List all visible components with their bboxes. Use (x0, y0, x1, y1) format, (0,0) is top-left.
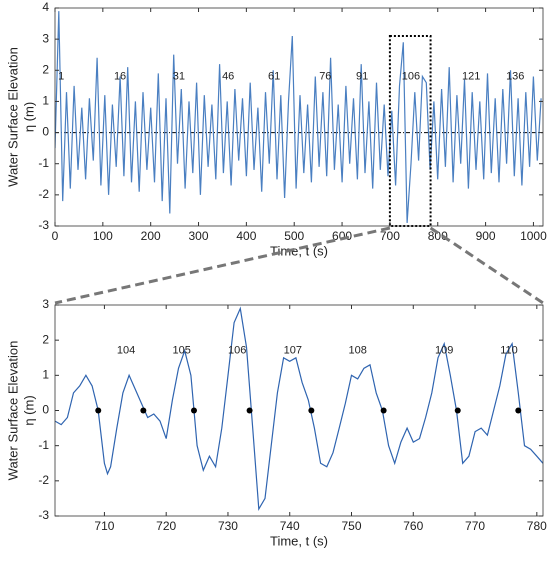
wave-number: 106 (402, 70, 420, 82)
x-tick-label: 710 (94, 519, 114, 533)
y-tick-label: -1 (38, 438, 49, 452)
crossing-point (380, 407, 387, 414)
crossing-point (308, 407, 315, 414)
wave-number: 46 (222, 70, 234, 82)
wave-number: 105 (172, 345, 190, 357)
wave-number: 106 (228, 345, 246, 357)
zoom-connector (429, 226, 544, 305)
wave-number: 31 (173, 70, 185, 82)
wave-number: 110 (500, 345, 518, 357)
x-tick-label: 730 (218, 519, 238, 533)
x-tick-label: 0 (52, 229, 59, 243)
y-tick-label: 0 (42, 125, 49, 139)
y-tick-label: 3 (42, 31, 49, 45)
crossing-point (140, 407, 147, 414)
crossing-point (246, 407, 253, 414)
y-tick-label: 2 (42, 332, 49, 346)
data-line (55, 306, 543, 511)
zoom-box (388, 35, 432, 228)
y-tick-label: 1 (42, 94, 49, 108)
wave-number: 109 (435, 345, 453, 357)
x-tick-label: 900 (476, 229, 496, 243)
y-axis-label: η (m) (21, 395, 36, 425)
x-tick-label: 1000 (520, 229, 547, 243)
y-tick-label: 3 (42, 297, 49, 311)
wave-number: 104 (117, 345, 135, 357)
x-tick-label: 780 (527, 519, 547, 533)
wave-number: 108 (349, 345, 367, 357)
x-tick-label: 760 (403, 519, 423, 533)
wave-number: 61 (268, 70, 280, 82)
zoom-connector (54, 226, 391, 305)
x-tick-label: 200 (141, 229, 161, 243)
y-tick-label: -2 (38, 473, 49, 487)
wave-number: 91 (356, 70, 368, 82)
x-tick-label: 500 (284, 229, 304, 243)
y-axis-label: Water Surface Elevation (5, 47, 20, 187)
y-tick-label: 2 (42, 62, 49, 76)
x-tick-label: 750 (341, 519, 361, 533)
x-tick-label: 720 (156, 519, 176, 533)
crossing-point (454, 407, 461, 414)
x-tick-label: 400 (236, 229, 256, 243)
y-axis-label: Water Surface Elevation (5, 341, 20, 481)
y-tick-label: -3 (38, 218, 49, 232)
x-tick-label: 700 (380, 229, 400, 243)
x-tick-label: 800 (428, 229, 448, 243)
crossing-point (190, 407, 197, 414)
x-axis-label: Time, t (s) (270, 533, 328, 548)
x-tick-label: 600 (332, 229, 352, 243)
y-tick-label: 0 (42, 403, 49, 417)
crossing-point (515, 407, 522, 414)
y-tick-label: -1 (38, 156, 49, 170)
y-tick-label: 4 (42, 0, 49, 14)
x-axis-label: Time, t (s) (270, 243, 328, 258)
y-tick-label: 1 (42, 368, 49, 382)
y-tick-label: -3 (38, 508, 49, 522)
wave-number: 76 (319, 70, 331, 82)
x-tick-label: 100 (93, 229, 113, 243)
wave-number: 136 (506, 70, 524, 82)
axes-frame (54, 7, 544, 227)
x-tick-label: 300 (189, 229, 209, 243)
plot-area (55, 305, 543, 516)
wave-number: 16 (114, 70, 126, 82)
x-tick-label: 770 (465, 519, 485, 533)
wave-number: 107 (284, 345, 302, 357)
y-tick-label: -2 (38, 187, 49, 201)
panel: 104 105 106 107 108 109 110 710 720 730 740 750 760 7… (5, 297, 547, 548)
x-tick-label: 740 (280, 519, 300, 533)
crossing-point (95, 407, 102, 414)
data-line (55, 11, 542, 223)
wave-number: 121 (462, 70, 480, 82)
wave-number: 1 (58, 70, 64, 82)
y-axis-label: η (m) (21, 102, 36, 132)
